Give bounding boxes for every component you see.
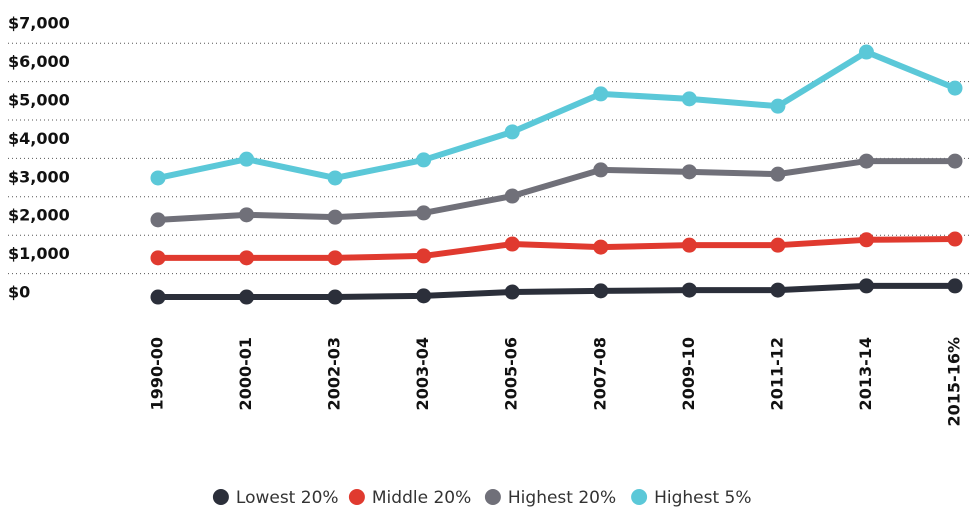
data-point <box>150 212 166 228</box>
data-point <box>858 153 874 169</box>
y-tick-label: $6,000 <box>8 52 70 71</box>
data-point <box>770 166 786 182</box>
data-point <box>504 236 520 252</box>
data-point <box>947 231 963 247</box>
y-tick-label: $3,000 <box>8 167 70 186</box>
data-point <box>770 237 786 253</box>
data-point <box>416 248 432 264</box>
x-tick-label: 2003-04 <box>413 337 432 410</box>
data-point <box>416 152 432 168</box>
data-point <box>416 288 432 304</box>
data-point <box>681 91 697 107</box>
legend-swatch <box>484 489 501 505</box>
legend-swatch <box>631 489 648 505</box>
data-point <box>150 289 166 305</box>
x-tick-label: 2015-16% <box>945 337 964 426</box>
data-point <box>239 207 255 223</box>
y-tick-label: $5,000 <box>8 91 70 110</box>
data-point <box>239 151 255 167</box>
legend-label: Lowest 20% <box>236 488 339 508</box>
data-point <box>504 188 520 204</box>
data-point <box>150 170 166 186</box>
y-tick-label: $4,000 <box>8 129 70 148</box>
data-point <box>327 170 343 186</box>
data-point <box>504 124 520 140</box>
legend-label: Highest 5% <box>654 488 751 508</box>
series-line <box>158 236 956 261</box>
y-tick-label: $7,000 <box>8 14 70 33</box>
legend-item: Highest 20% <box>484 488 616 508</box>
x-tick-label: 2009-10 <box>679 337 698 410</box>
legend-label: Highest 20% <box>508 488 616 508</box>
y-tick-label: $1,000 <box>8 244 70 263</box>
data-point <box>593 239 609 255</box>
data-point <box>770 282 786 298</box>
data-point <box>416 205 432 221</box>
data-point <box>327 289 343 305</box>
data-point <box>947 80 963 96</box>
x-tick-label: 2007-08 <box>590 337 609 410</box>
data-point <box>593 162 609 178</box>
data-point <box>770 98 786 114</box>
x-tick-label: 2013-14 <box>856 337 875 410</box>
data-point <box>327 250 343 266</box>
data-point <box>150 250 166 266</box>
legend-swatch <box>212 489 229 505</box>
data-point <box>239 250 255 266</box>
x-tick-label: 2011-12 <box>767 337 786 410</box>
legend-label: Middle 20% <box>372 488 471 508</box>
series-line <box>158 282 955 301</box>
series-line <box>157 158 955 223</box>
x-tick-label: 2002-03 <box>325 337 344 410</box>
data-point <box>593 283 609 299</box>
data-point <box>947 278 963 294</box>
data-point <box>947 153 963 169</box>
legend-item: Middle 20% <box>348 488 471 508</box>
data-point <box>593 86 609 102</box>
legend-item: Lowest 20% <box>212 488 339 508</box>
data-point <box>681 237 697 253</box>
x-tick-label: 2005-06 <box>502 337 521 410</box>
x-tick-label: 2000-01 <box>236 337 255 410</box>
y-tick-label: $2,000 <box>8 206 70 225</box>
data-point <box>327 209 343 225</box>
legend-swatch <box>348 489 365 505</box>
data-point <box>858 44 874 60</box>
data-point <box>858 232 874 248</box>
y-tick-label: $0 <box>8 283 30 302</box>
series-line <box>157 49 957 181</box>
data-point <box>858 278 874 294</box>
data-point <box>239 289 255 305</box>
data-point <box>504 284 520 300</box>
data-point <box>681 282 697 298</box>
data-point <box>681 164 697 180</box>
legend-item: Highest 5% <box>631 488 752 508</box>
x-tick-label: 1990-00 <box>148 337 167 410</box>
